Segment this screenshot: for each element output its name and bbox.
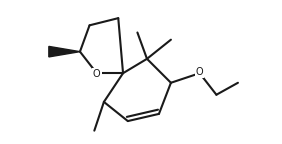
Text: O: O [93, 69, 100, 79]
Polygon shape [49, 46, 80, 57]
Text: O: O [196, 67, 203, 77]
